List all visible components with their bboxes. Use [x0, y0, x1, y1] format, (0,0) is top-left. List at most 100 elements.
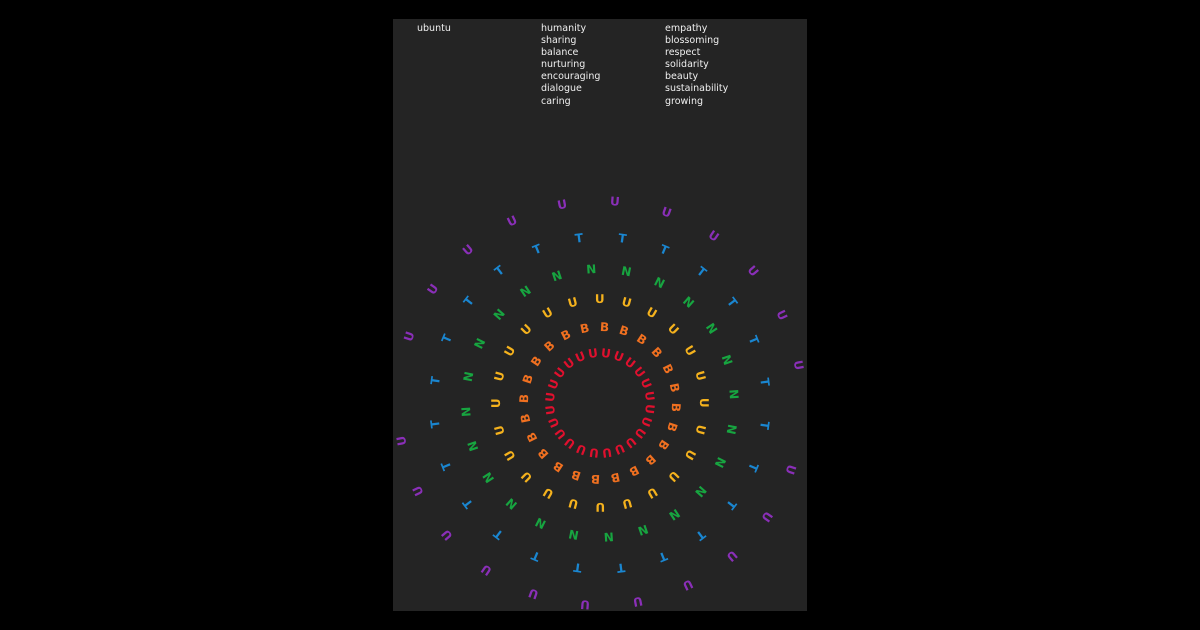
spiral-letter-t: T — [694, 264, 710, 281]
spiral-letter-u: U — [724, 548, 741, 565]
spiral-letter-t: T — [746, 334, 762, 348]
spiral-letter-t: T — [529, 548, 543, 564]
spiral-letter-b: B — [541, 338, 557, 355]
spiral-letter-u: U — [543, 391, 558, 402]
spiral-letter-u: U — [642, 403, 657, 414]
spiral-letter-n: N — [620, 264, 633, 280]
spiral-letter-u: U — [540, 305, 555, 322]
spiral-letter-u: U — [665, 321, 682, 338]
spiral-letter-u: U — [501, 344, 518, 359]
spiral-letter-b: B — [667, 382, 683, 394]
spiral-letter-u: U — [791, 359, 807, 371]
spiral-letter-u: U — [680, 576, 695, 593]
spiral-letter-n: N — [567, 527, 580, 543]
spiral-letter-u: U — [489, 398, 503, 408]
spiral-letter-u: U — [546, 415, 563, 429]
spiral-letter-t: T — [459, 495, 476, 511]
spiral-letter-n: N — [533, 515, 548, 532]
spiral-letter-u: U — [645, 484, 660, 501]
spiral-letter-b: B — [664, 420, 680, 433]
spiral-letter-u: U — [424, 281, 441, 297]
spiral-letter-n: N — [518, 283, 534, 300]
word-item: growing — [665, 95, 703, 107]
word-item: nurturing — [541, 59, 586, 71]
word-item: respect — [665, 47, 701, 59]
spiral-letter-u: U — [745, 263, 762, 280]
spiral-letter-u: U — [573, 349, 587, 366]
spiral-letter-u: U — [620, 294, 633, 310]
spiral-letter-t: T — [428, 375, 443, 386]
spiral-letter-u: U — [502, 448, 519, 463]
spiral-letter-t: T — [658, 242, 672, 258]
spiral-letter-u: U — [541, 485, 556, 502]
spiral-letter-n: N — [680, 294, 697, 311]
spiral-letter-n: N — [636, 522, 650, 538]
spiral-letter-u: U — [492, 424, 508, 437]
spiral-letter-n: N — [480, 469, 497, 485]
spiral-letter-b: B — [517, 394, 532, 404]
spiral-letter-t: T — [617, 231, 628, 246]
spiral-letter-u: U — [587, 346, 599, 361]
word-item: beauty — [665, 71, 699, 83]
spiral-letter-t: T — [461, 293, 478, 309]
spiral-letter-u: U — [491, 370, 507, 383]
word-item: blossoming — [665, 35, 720, 47]
spiral-letter-b: B — [627, 463, 641, 480]
spiral-letter-t: T — [439, 332, 455, 346]
spiral-letter-u: U — [574, 441, 588, 458]
spiral-letter-u: U — [638, 376, 655, 390]
spiral-letter-u: U — [595, 500, 605, 514]
spiral-letter-u: U — [660, 204, 674, 220]
spiral-letter-t: T — [656, 549, 670, 565]
word-item: balance — [541, 47, 579, 59]
spiral-letter-b: B — [617, 323, 630, 339]
spiral-letter-u: U — [394, 435, 410, 447]
spiral-letter-u: U — [460, 242, 477, 259]
spiral-letter-t: T — [724, 295, 741, 311]
spiral-letter-n: N — [712, 455, 729, 470]
spiral-letter-b: B — [642, 452, 658, 469]
spiral-letter-u: U — [642, 390, 657, 402]
spiral-letter-t: T — [428, 418, 443, 429]
spiral-letter-b: B — [518, 412, 534, 424]
spiral-letter-n: N — [491, 306, 508, 323]
spiral-letter-n: N — [459, 406, 474, 417]
spiral-letter-u: U — [518, 321, 535, 338]
spiral-letter-n: N — [503, 495, 520, 512]
spiral-letter-b: B — [524, 430, 541, 444]
spiral-letter-u: U — [632, 594, 644, 610]
spiral-letter-n: N — [465, 439, 481, 453]
spiral-letter-n: N — [471, 336, 488, 351]
spiral-letter-u: U — [665, 468, 682, 485]
word-item: solidarity — [665, 59, 709, 71]
spiral-letter-n: N — [461, 370, 477, 383]
spiral-letter-b: B — [655, 437, 672, 452]
spiral-letter-u: U — [612, 441, 626, 458]
spiral-letter-t: T — [615, 560, 626, 575]
spiral-letter-u: U — [410, 483, 427, 498]
word-item: humanity — [541, 23, 587, 34]
spiral-letter-u: U — [697, 398, 711, 408]
spiral-letter-b: B — [520, 372, 536, 385]
spiral-letter-b: B — [591, 472, 601, 487]
spiral-letter-u: U — [638, 415, 655, 429]
spiral-letter-t: T — [531, 241, 545, 257]
spiral-letter-t: T — [757, 377, 772, 388]
spiral-letter-u: U — [505, 213, 520, 230]
spiral-letter-u: U — [681, 343, 698, 358]
spiral-letter-u: U — [439, 527, 456, 544]
word-item: empathy — [665, 23, 708, 34]
spiral-letter-t: T — [574, 231, 585, 246]
poster-title: ubuntu — [417, 23, 451, 34]
spiral-letter-b: B — [649, 344, 666, 360]
spiral-letter-b: B — [569, 467, 582, 483]
spiral-letter-t: T — [490, 526, 506, 543]
spiral-letter-u: U — [682, 447, 699, 462]
spiral-letter-u: U — [644, 304, 659, 321]
spiral-letter-u: U — [706, 227, 722, 244]
spiral-letter-t: T — [438, 459, 454, 473]
spiral-letter-u: U — [621, 495, 634, 511]
spiral-letter-u: U — [692, 369, 708, 382]
spiral-letter-n: N — [652, 274, 667, 291]
